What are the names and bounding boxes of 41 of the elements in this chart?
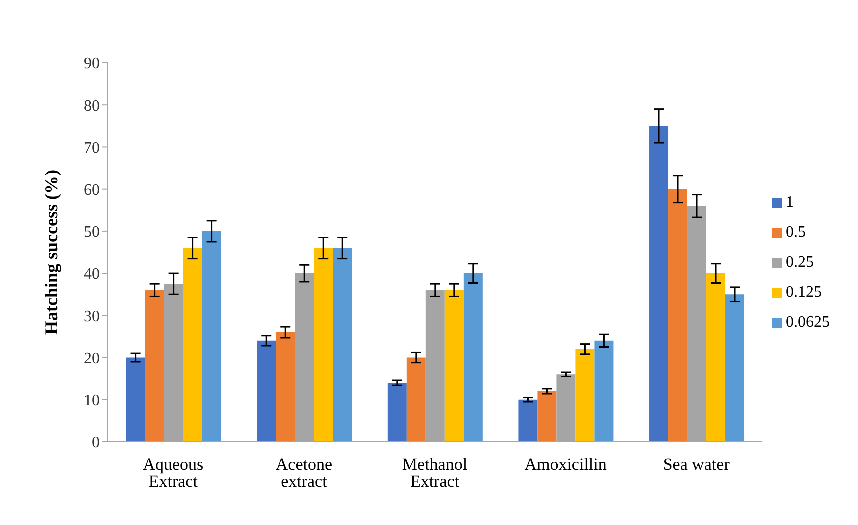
bar [183, 248, 202, 442]
y-tick-label: 50 [84, 224, 100, 242]
bar [276, 332, 296, 442]
bar [576, 349, 595, 442]
bar [388, 383, 407, 442]
x-tick-label: Acetone extract [276, 455, 333, 492]
y-tick-label: 90 [84, 56, 100, 73]
legend-label: 0.0625 [786, 314, 830, 330]
bar [518, 400, 538, 442]
y-tick-label: 60 [84, 182, 100, 200]
y-tick-label: 40 [84, 266, 100, 284]
y-tick-label: 80 [84, 98, 100, 115]
bar [538, 391, 557, 442]
x-tick-label: Amoxicillin [524, 455, 608, 474]
legend-label: 1 [786, 194, 794, 210]
bar [145, 290, 164, 442]
bar [406, 358, 426, 442]
y-tick-label: 0 [92, 434, 100, 452]
y-tick-label: 70 [84, 140, 100, 157]
bar [464, 274, 483, 442]
y-tick-label: 10 [84, 392, 100, 410]
bar [706, 274, 726, 442]
legend-label: 0.5 [786, 224, 806, 240]
bar [333, 248, 352, 442]
x-tick-label: Methanol Extract [402, 455, 468, 492]
bar [650, 126, 669, 442]
y-tick-label: 20 [84, 350, 100, 368]
legend-label: 0.125 [786, 284, 822, 300]
bar [126, 358, 146, 442]
bar [314, 248, 334, 442]
legend-label: 0.25 [786, 254, 814, 270]
y-tick-label: 30 [84, 308, 100, 326]
bar [668, 189, 688, 442]
bar [202, 231, 222, 442]
x-tick-label: Sea water [663, 455, 730, 474]
x-tick-label: Aqueous Extract [143, 455, 204, 492]
bar [444, 290, 464, 442]
bar [594, 340, 614, 442]
bar [726, 294, 745, 442]
y-axis-title: Hatching success (%) [41, 170, 62, 335]
bar [257, 340, 276, 442]
